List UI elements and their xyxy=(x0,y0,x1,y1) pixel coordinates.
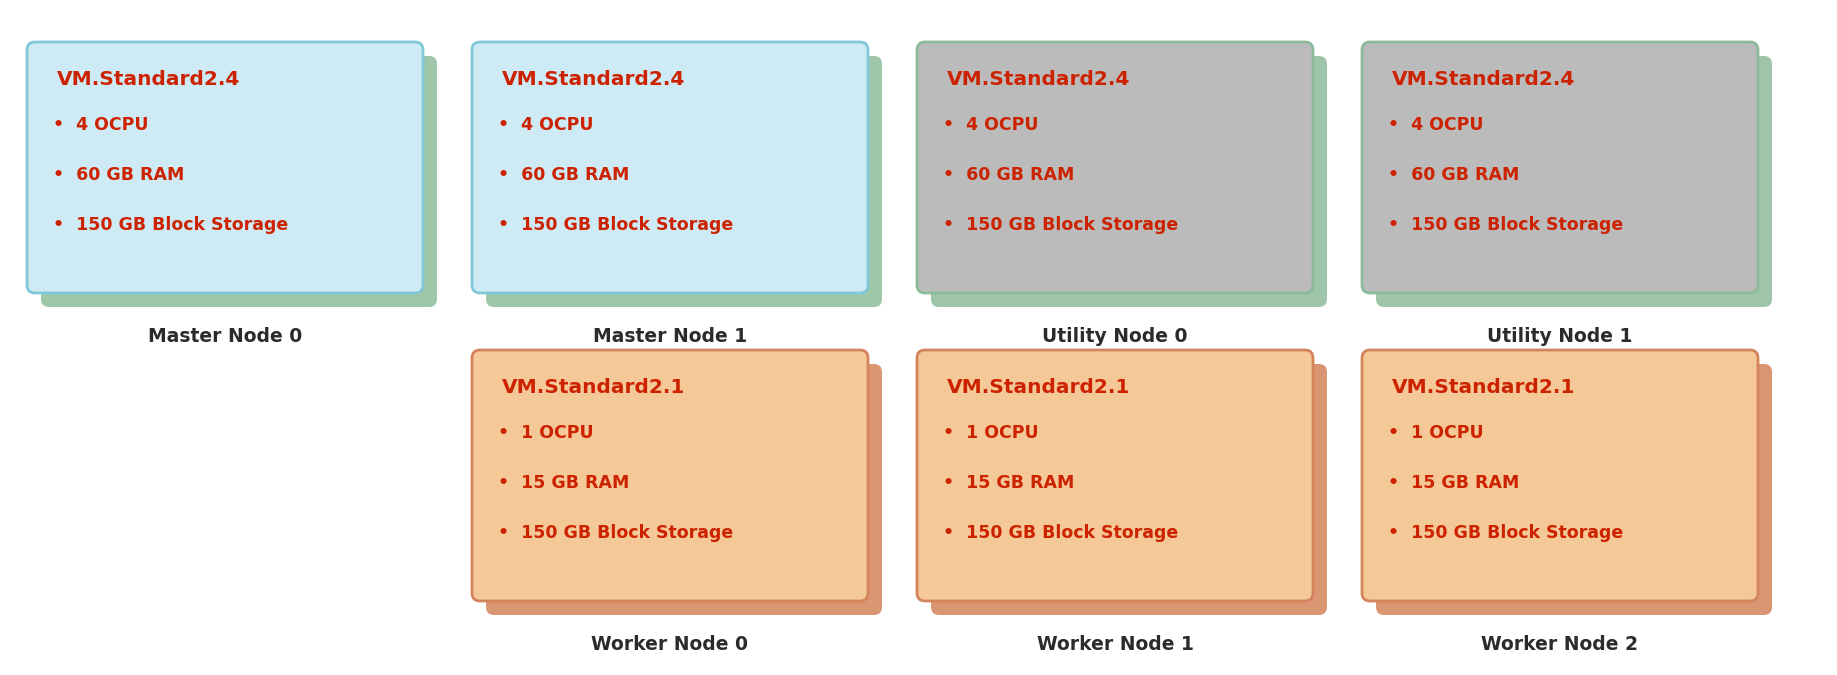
Text: VM.Standard2.4: VM.Standard2.4 xyxy=(57,70,241,89)
Text: •  150 GB Block Storage: • 150 GB Block Storage xyxy=(53,216,288,234)
Text: •  150 GB Block Storage: • 150 GB Block Storage xyxy=(942,524,1178,542)
Text: •  60 GB RAM: • 60 GB RAM xyxy=(53,166,184,184)
Text: •  15 GB RAM: • 15 GB RAM xyxy=(942,474,1075,492)
Text: •  4 OCPU: • 4 OCPU xyxy=(1389,116,1484,134)
FancyBboxPatch shape xyxy=(1376,364,1773,615)
FancyBboxPatch shape xyxy=(931,56,1326,307)
FancyBboxPatch shape xyxy=(472,350,869,601)
Text: •  150 GB Block Storage: • 150 GB Block Storage xyxy=(942,216,1178,234)
Text: VM.Standard2.4: VM.Standard2.4 xyxy=(1392,70,1576,89)
Text: •  4 OCPU: • 4 OCPU xyxy=(498,116,593,134)
Text: Master Node 0: Master Node 0 xyxy=(147,327,301,346)
FancyBboxPatch shape xyxy=(917,350,1313,601)
FancyBboxPatch shape xyxy=(28,42,423,293)
Text: Worker Node 1: Worker Node 1 xyxy=(1036,635,1194,654)
FancyBboxPatch shape xyxy=(487,56,882,307)
Text: •  150 GB Block Storage: • 150 GB Block Storage xyxy=(498,216,733,234)
Text: Worker Node 2: Worker Node 2 xyxy=(1481,635,1639,654)
Text: Worker Node 0: Worker Node 0 xyxy=(592,635,748,654)
Text: VM.Standard2.1: VM.Standard2.1 xyxy=(948,378,1130,397)
FancyBboxPatch shape xyxy=(917,42,1313,293)
Text: VM.Standard2.4: VM.Standard2.4 xyxy=(502,70,685,89)
Text: •  1 OCPU: • 1 OCPU xyxy=(1389,424,1484,442)
Text: VM.Standard2.4: VM.Standard2.4 xyxy=(948,70,1130,89)
Text: VM.Standard2.1: VM.Standard2.1 xyxy=(1392,378,1576,397)
Text: •  1 OCPU: • 1 OCPU xyxy=(498,424,593,442)
FancyBboxPatch shape xyxy=(1361,350,1758,601)
Text: •  60 GB RAM: • 60 GB RAM xyxy=(1389,166,1519,184)
FancyBboxPatch shape xyxy=(40,56,437,307)
Text: •  60 GB RAM: • 60 GB RAM xyxy=(498,166,630,184)
Text: •  4 OCPU: • 4 OCPU xyxy=(53,116,149,134)
FancyBboxPatch shape xyxy=(1376,56,1773,307)
Text: •  15 GB RAM: • 15 GB RAM xyxy=(498,474,630,492)
FancyBboxPatch shape xyxy=(487,364,882,615)
FancyBboxPatch shape xyxy=(1361,42,1758,293)
Text: •  4 OCPU: • 4 OCPU xyxy=(942,116,1038,134)
Text: •  15 GB RAM: • 15 GB RAM xyxy=(1389,474,1519,492)
Text: Master Node 1: Master Node 1 xyxy=(593,327,748,346)
Text: Utility Node 1: Utility Node 1 xyxy=(1488,327,1633,346)
FancyBboxPatch shape xyxy=(931,364,1326,615)
Text: •  150 GB Block Storage: • 150 GB Block Storage xyxy=(498,524,733,542)
Text: •  150 GB Block Storage: • 150 GB Block Storage xyxy=(1389,524,1624,542)
Text: VM.Standard2.1: VM.Standard2.1 xyxy=(502,378,685,397)
Text: •  150 GB Block Storage: • 150 GB Block Storage xyxy=(1389,216,1624,234)
FancyBboxPatch shape xyxy=(472,42,869,293)
Text: Utility Node 0: Utility Node 0 xyxy=(1042,327,1189,346)
Text: •  1 OCPU: • 1 OCPU xyxy=(942,424,1038,442)
Text: •  60 GB RAM: • 60 GB RAM xyxy=(942,166,1075,184)
